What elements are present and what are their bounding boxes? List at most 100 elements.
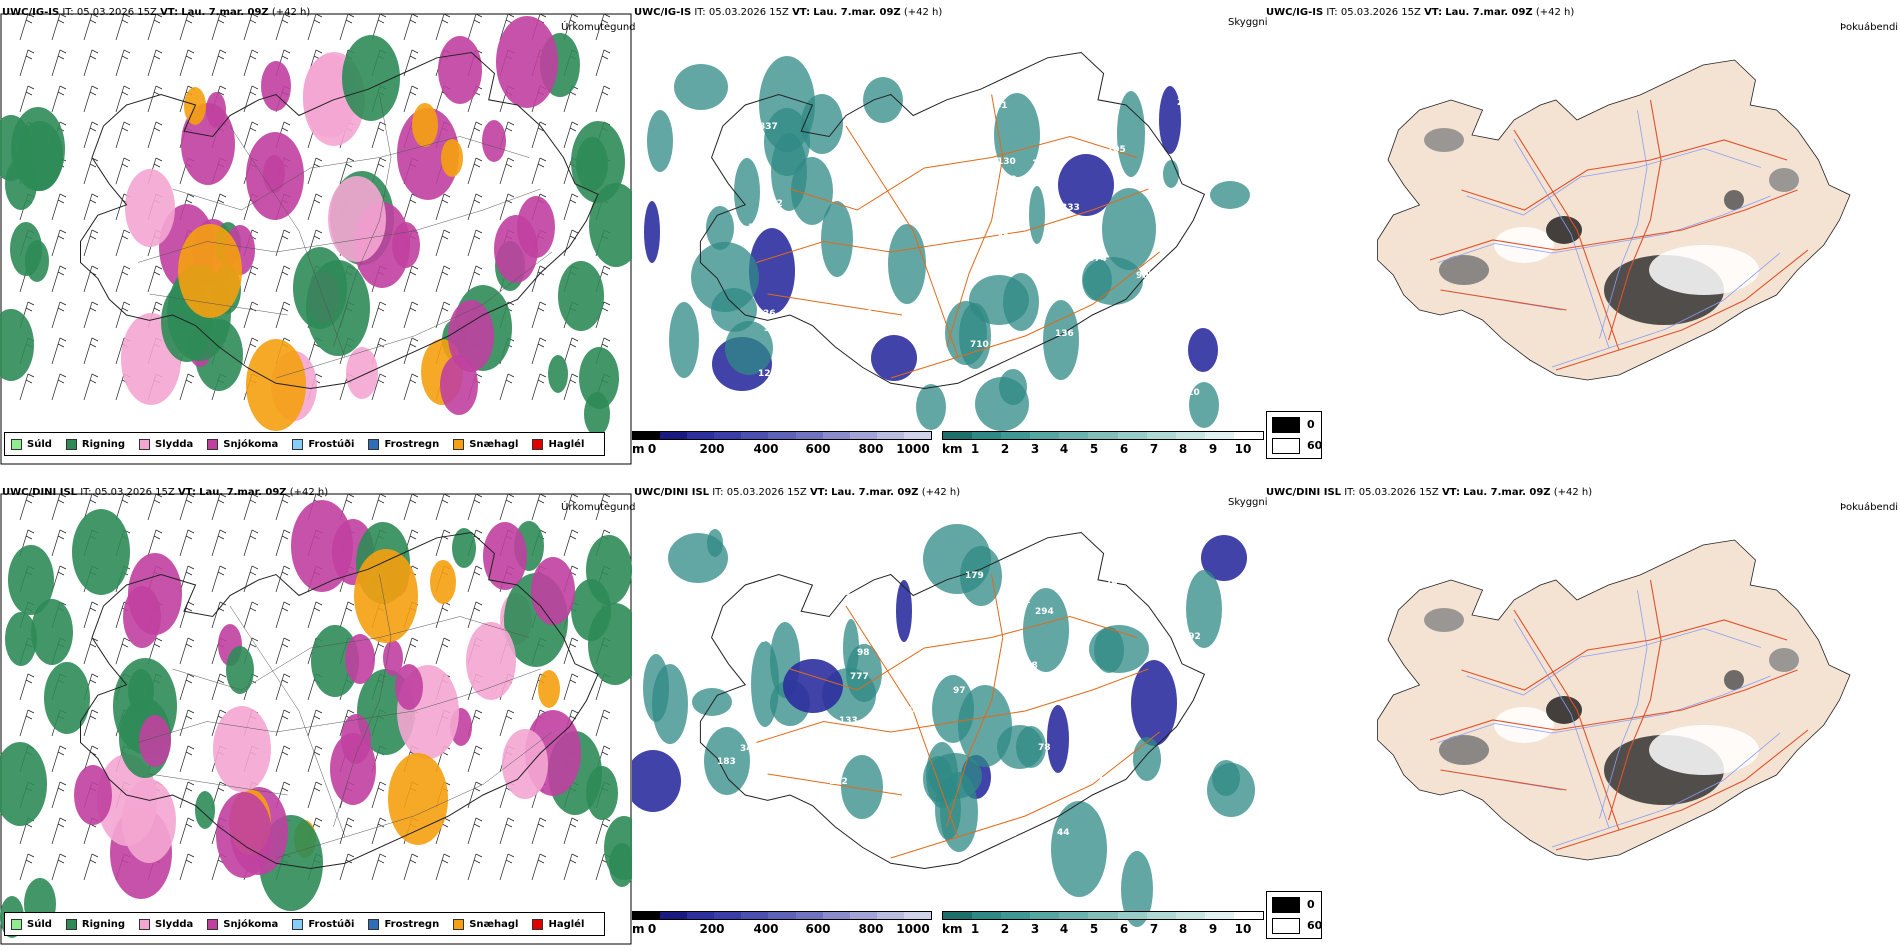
low-visibility-area bbox=[975, 377, 1029, 431]
legend-item: Slydda bbox=[139, 438, 194, 450]
legend-label: Slydda bbox=[155, 918, 194, 930]
vis-tick: 2 bbox=[1000, 442, 1010, 456]
vt-label: VT: bbox=[792, 7, 811, 18]
wind-barb bbox=[467, 493, 483, 521]
precip-area bbox=[5, 612, 37, 666]
wind-barb bbox=[19, 709, 35, 737]
wind-barb bbox=[243, 337, 259, 365]
fog-area bbox=[1649, 245, 1759, 295]
precip-area bbox=[584, 392, 610, 436]
wind-barb bbox=[211, 493, 227, 521]
wind-barb bbox=[179, 13, 195, 41]
precip-area bbox=[589, 183, 632, 267]
legend-label: Slydda bbox=[155, 438, 194, 450]
precip-area bbox=[392, 222, 420, 268]
wind-barb bbox=[467, 121, 483, 149]
wind-barb bbox=[435, 193, 451, 221]
height-tick: 600 bbox=[805, 922, 831, 936]
precip-title: Úrkomutegund bbox=[561, 22, 636, 33]
low-visibility-area bbox=[669, 302, 699, 378]
run-header-2: UWC/IG-IS IT: 05.03.2026 15Z VT: Lau. 7.… bbox=[634, 7, 942, 18]
visibility-title: Skyggni bbox=[1228, 17, 1268, 28]
visibility-value-label: 312 bbox=[998, 829, 1017, 839]
wind-barb bbox=[435, 853, 451, 881]
low-visibility-area bbox=[674, 64, 728, 110]
wind-barb bbox=[275, 673, 291, 701]
wind-barb bbox=[115, 493, 131, 521]
precip-area bbox=[571, 121, 625, 203]
wind-barb bbox=[51, 781, 67, 809]
wind-barb bbox=[435, 229, 451, 257]
wind-barb bbox=[179, 529, 195, 557]
wind-barb bbox=[147, 49, 163, 77]
legend-swatch bbox=[139, 918, 151, 930]
visibility-value-label: 244 bbox=[906, 706, 925, 716]
legend-item: Haglél bbox=[532, 438, 584, 450]
low-visibility-area bbox=[1043, 300, 1079, 380]
wind-barb bbox=[115, 121, 131, 149]
precip-area bbox=[44, 662, 90, 734]
wind-barb bbox=[435, 301, 451, 329]
visibility-value-label: 123 bbox=[758, 369, 777, 379]
visibility-value-label: 228 bbox=[748, 820, 767, 830]
visibility-value-label: 277 bbox=[1084, 776, 1103, 786]
fog-title: Þokuábendi bbox=[1840, 22, 1899, 33]
wind-barb bbox=[275, 493, 291, 521]
visibility-value-label: 294 bbox=[1035, 607, 1054, 617]
wind-barb bbox=[179, 781, 195, 809]
legend-label: Snæhagl bbox=[469, 918, 519, 930]
wind-barb bbox=[179, 853, 195, 881]
vt-label: VT: bbox=[809, 487, 828, 498]
wind-barb bbox=[531, 301, 547, 329]
low-visibility-area bbox=[734, 158, 760, 226]
wind-barb bbox=[403, 337, 419, 365]
wind-barb bbox=[275, 637, 291, 665]
legend-label: Snæhagl bbox=[469, 438, 519, 450]
wind-barb bbox=[243, 493, 259, 521]
precip-area bbox=[246, 339, 306, 431]
visibility-value-label: 130 bbox=[997, 157, 1016, 167]
visibility-unit: km bbox=[942, 442, 963, 456]
visibility-value-label: 146 bbox=[1083, 591, 1102, 601]
precip-area bbox=[122, 779, 176, 863]
wind-barb bbox=[243, 601, 259, 629]
precip-area bbox=[10, 222, 42, 276]
wind-barb bbox=[531, 121, 547, 149]
low-visibility-area bbox=[1047, 705, 1069, 773]
legend-item: Frostúði bbox=[292, 438, 354, 450]
legend-item: Frostregn bbox=[368, 918, 439, 930]
wind-barb bbox=[83, 49, 99, 77]
precip-title: Úrkomutegund bbox=[561, 502, 636, 513]
low-visibility-area bbox=[647, 110, 673, 172]
wind-barb bbox=[435, 265, 451, 293]
visibility-value-label: 279 bbox=[740, 88, 759, 98]
it-label: IT: bbox=[694, 7, 706, 18]
vt-label: VT: bbox=[1424, 7, 1443, 18]
wind-barb bbox=[307, 709, 323, 737]
fog-map bbox=[1377, 539, 1851, 861]
wind-barb bbox=[211, 529, 227, 557]
it-label: IT: bbox=[1344, 487, 1356, 498]
wind-barb bbox=[275, 565, 291, 593]
legend-label: Snjókoma bbox=[223, 918, 279, 930]
precip-area bbox=[383, 640, 403, 676]
fog-swatch-high bbox=[1272, 918, 1300, 934]
wind-barb bbox=[403, 373, 419, 401]
precip-area bbox=[0, 115, 32, 181]
precip-area bbox=[125, 169, 175, 247]
precip-area bbox=[354, 549, 418, 643]
it-value: 05.03.2026 15Z bbox=[708, 7, 789, 18]
wind-barb bbox=[19, 673, 35, 701]
wind-barb bbox=[467, 853, 483, 881]
precip-area bbox=[216, 792, 272, 878]
wind-barb bbox=[179, 673, 195, 701]
fog-low-label: 0 bbox=[1307, 898, 1315, 911]
low-visibility-area bbox=[704, 727, 750, 795]
wind-barb bbox=[403, 637, 419, 665]
height-tick: 800 bbox=[858, 442, 884, 456]
vis-tick: 2 bbox=[1000, 922, 1010, 936]
height-unit: m bbox=[632, 442, 645, 456]
wind-barb bbox=[531, 337, 547, 365]
low-visibility-area bbox=[1003, 273, 1039, 331]
visibility-value-label: 150 bbox=[1182, 312, 1201, 322]
